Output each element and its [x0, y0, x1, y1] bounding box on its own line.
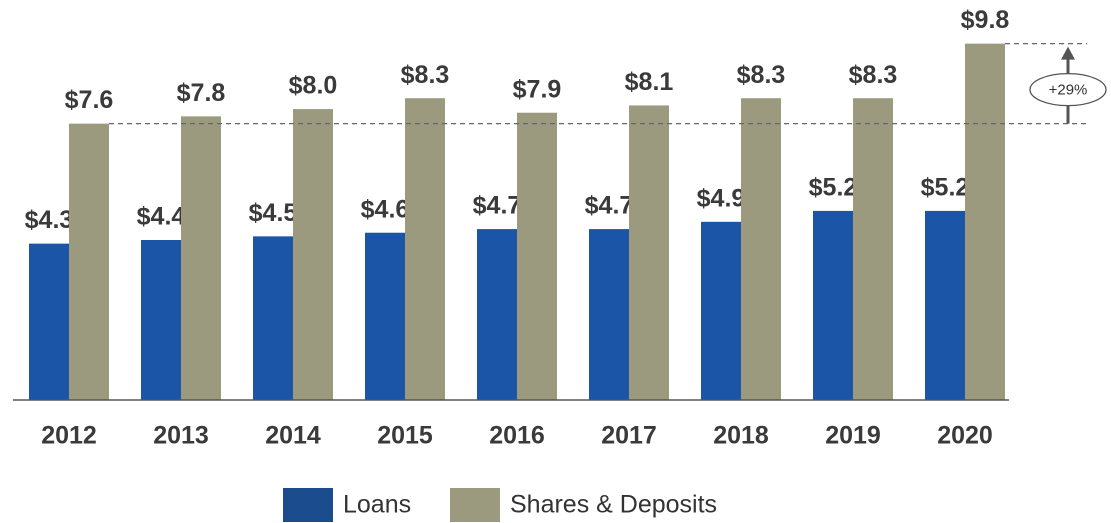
x-tick-label: 2014 — [265, 422, 321, 450]
x-tick-label: 2013 — [153, 422, 209, 450]
bar — [181, 116, 221, 400]
x-tick-label: 2017 — [601, 422, 657, 450]
x-tick-label: 2019 — [825, 422, 881, 450]
legend-swatch — [450, 488, 500, 522]
bar — [293, 109, 333, 400]
bar — [813, 210, 853, 400]
value-label: $7.6 — [65, 86, 114, 114]
bar — [741, 98, 781, 400]
bar — [365, 232, 405, 400]
bar — [701, 221, 741, 400]
legend-label: Shares & Deposits — [510, 491, 717, 519]
x-tick-label: 2018 — [713, 422, 769, 450]
x-tick-label: 2012 — [41, 422, 97, 450]
bar — [405, 98, 445, 400]
value-label: $4.3 — [25, 206, 74, 234]
legend-swatch — [283, 488, 333, 522]
bar — [589, 229, 629, 400]
bar — [141, 240, 181, 400]
value-label: $8.3 — [737, 61, 786, 89]
value-label: $4.6 — [361, 195, 410, 223]
bar — [253, 236, 293, 400]
value-label: $4.7 — [585, 192, 634, 220]
annotation-bubble — [1029, 72, 1107, 107]
value-label: $4.4 — [137, 203, 186, 231]
bar — [29, 243, 69, 400]
bar — [477, 229, 517, 400]
bar — [69, 123, 109, 401]
value-label: $8.3 — [849, 61, 898, 89]
value-label: $4.5 — [249, 199, 298, 227]
bar — [629, 105, 669, 401]
value-label: $8.0 — [289, 72, 338, 100]
value-label: $8.1 — [625, 68, 674, 96]
value-label: $5.2 — [921, 174, 970, 202]
value-label: $7.8 — [177, 79, 226, 107]
x-tick-label: 2020 — [937, 422, 993, 450]
arrow-head — [1061, 46, 1075, 60]
bar — [965, 43, 1005, 401]
bar — [925, 210, 965, 400]
bar — [517, 112, 557, 401]
value-label: $4.7 — [473, 192, 522, 220]
value-label: $9.8 — [961, 6, 1010, 34]
value-label: $4.9 — [697, 184, 746, 212]
x-tick-label: 2016 — [489, 422, 545, 450]
legend-label: Loans — [343, 491, 411, 519]
value-label: $5.2 — [809, 174, 858, 202]
x-tick-label: 2015 — [377, 422, 433, 450]
value-label: $7.9 — [513, 75, 562, 103]
bar — [853, 98, 893, 400]
annotation: +29% — [1049, 82, 1088, 99]
value-label: $8.3 — [401, 61, 450, 89]
